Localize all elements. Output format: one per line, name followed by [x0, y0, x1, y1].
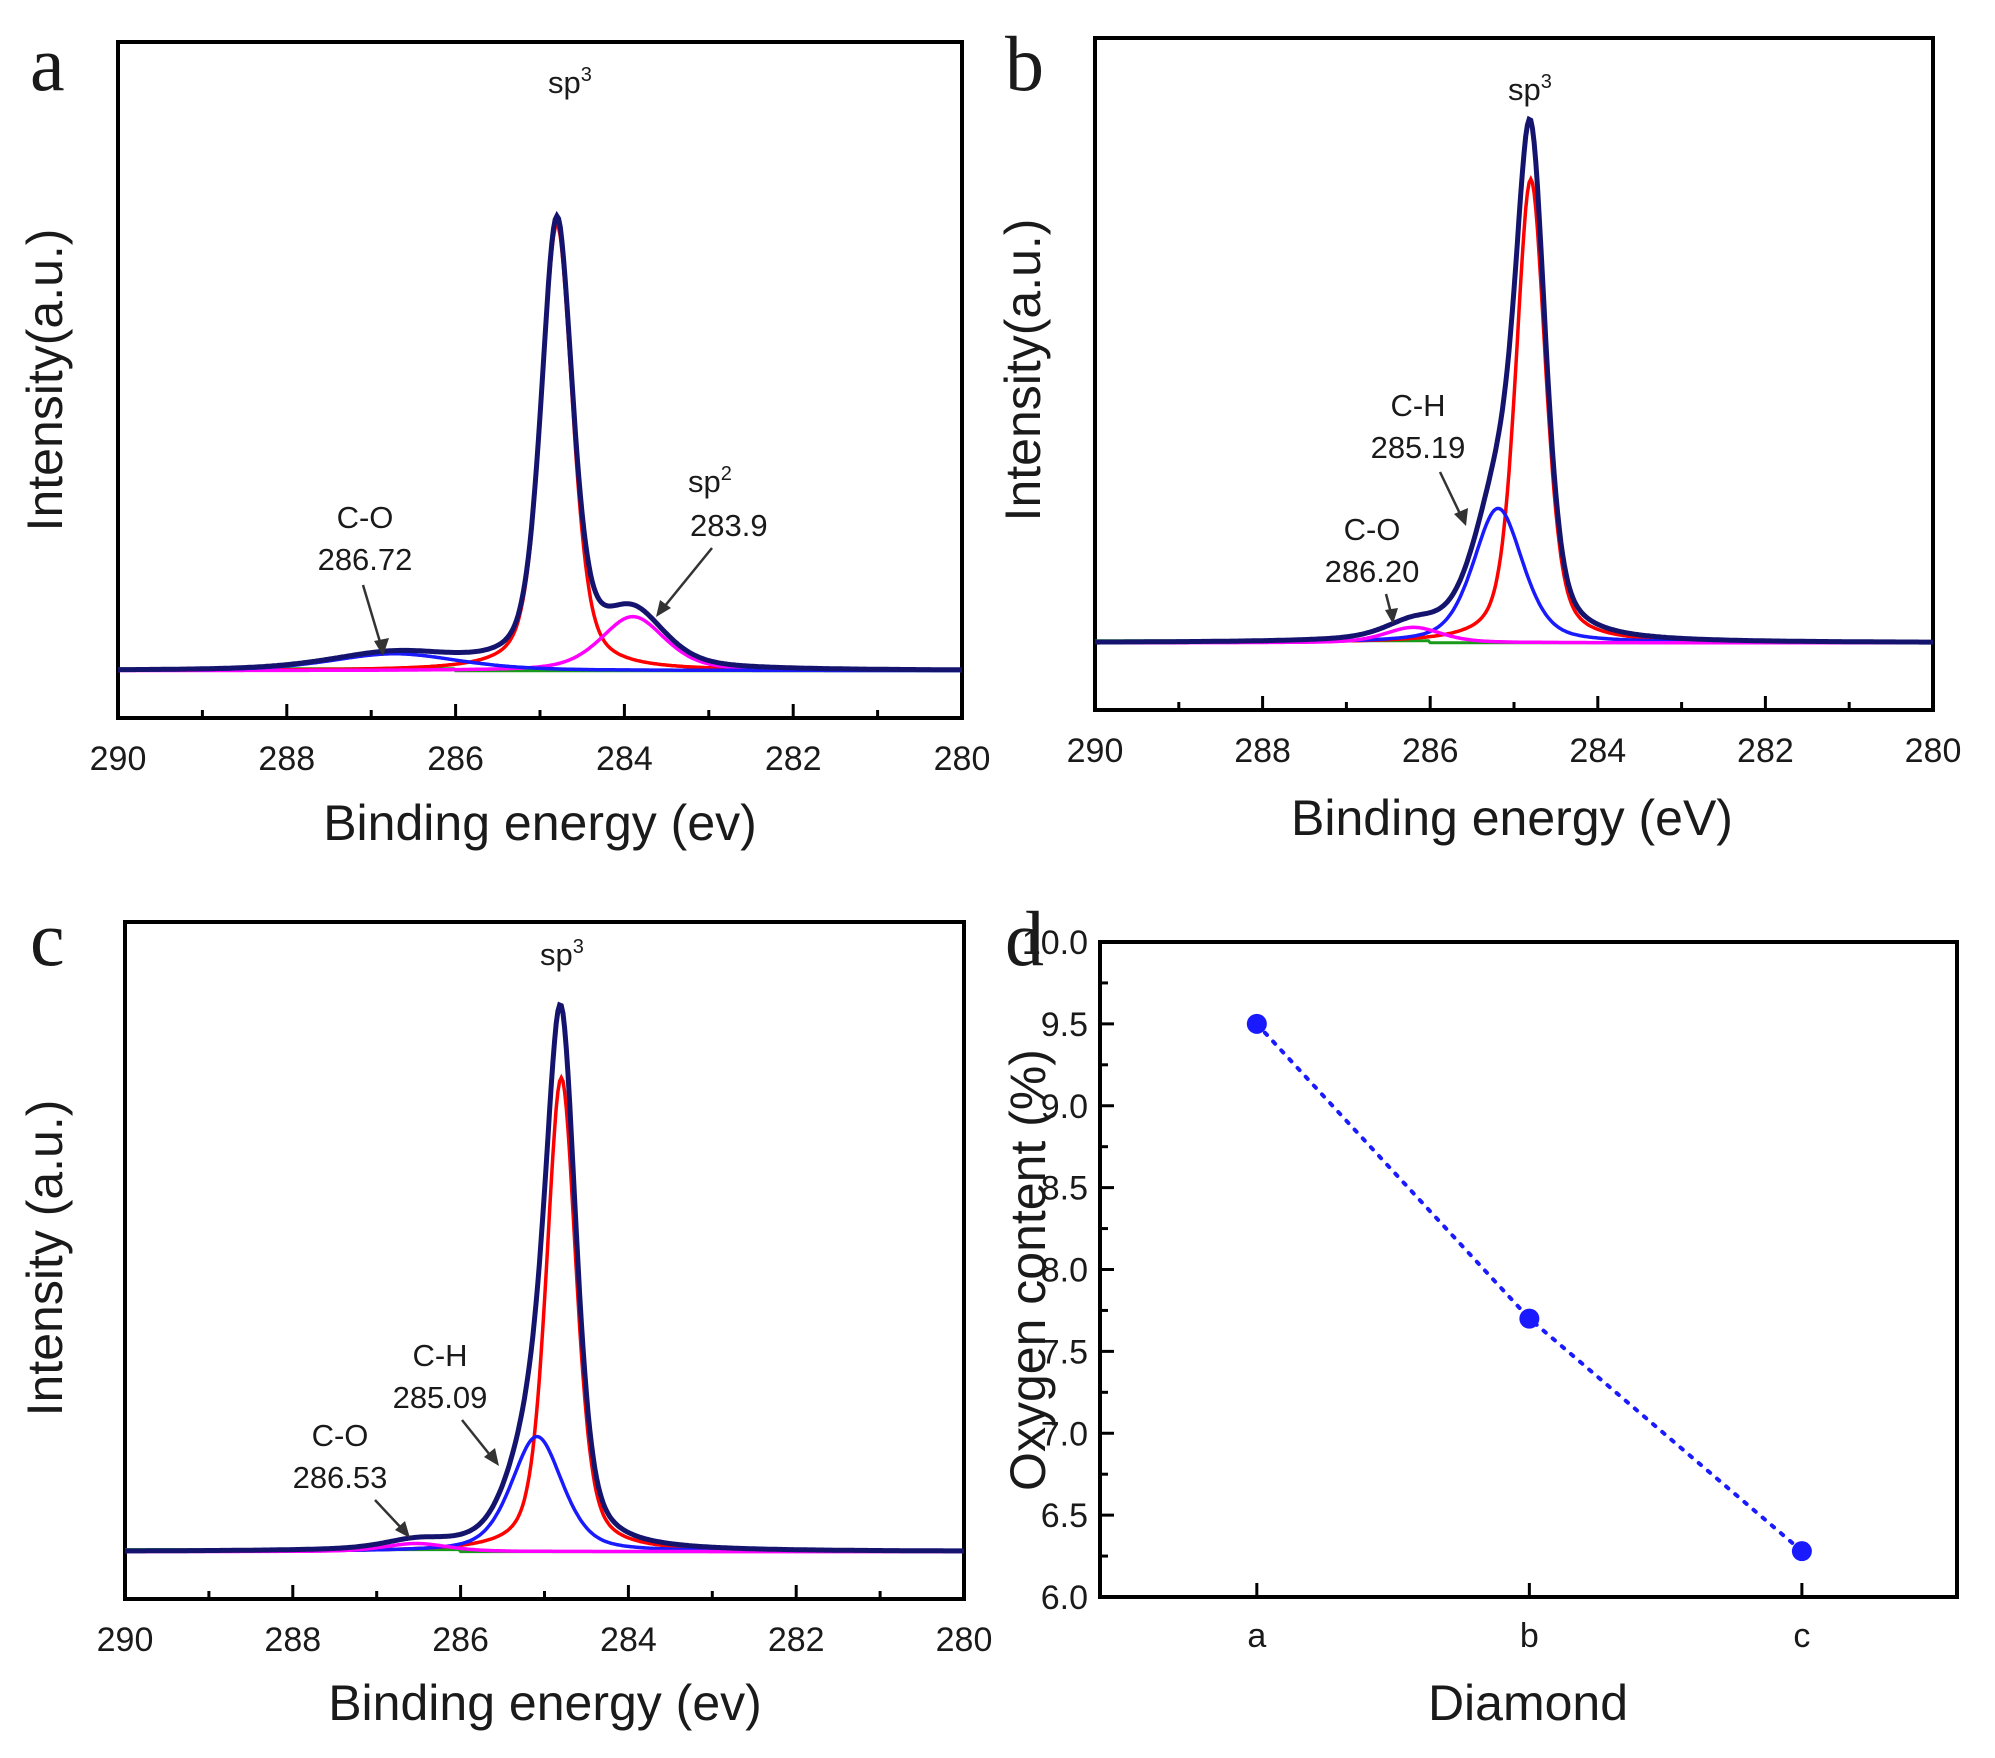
panel-c: c 290 288 286 284 282 280 Binding energy (ev)… [17, 895, 992, 1731]
panel-b-sp3-label: sp3 [1508, 71, 1552, 107]
panel-d-x-ticks: a b c [1247, 1583, 1810, 1655]
panel-c-ch-arrowhead [484, 1448, 499, 1466]
panel-c-x-tick-label: 290 [97, 1621, 154, 1659]
panel-a-x-axis-title: Binding energy (ev) [323, 795, 757, 851]
panel-d-y-ticks: 6.0 6.5 7.0 7.5 8.0 8.5 9.0 9.5 10.0 [1022, 924, 1114, 1617]
panel-a-x-tick-label: 286 [427, 740, 484, 778]
panel-a-x-tick-label: 282 [765, 740, 822, 778]
panel-b-x-tick-label: 282 [1737, 732, 1794, 770]
panel-c-co-label: C-O [312, 1418, 369, 1453]
panel-d-y-tick-label: 9.0 [1041, 1088, 1088, 1126]
panel-c-envelope [125, 1001, 964, 1554]
panel-d-x-axis-title: Diamond [1428, 1675, 1628, 1731]
panel-a-x-tick-label: 288 [258, 740, 315, 778]
panel-b-co-arrowhead [1385, 608, 1398, 624]
panel-c-x-tick-label: 282 [768, 1621, 825, 1659]
panel-c-plot-frame [123, 920, 966, 1601]
panel-b-x-tick-label: 284 [1569, 732, 1626, 770]
panel-d-point-c [1791, 1541, 1812, 1562]
panel-c-component-ch [125, 1434, 964, 1554]
panel-a-co-arrowhead [374, 638, 389, 656]
panel-d-point-b [1519, 1308, 1540, 1329]
panel-c-component-sp3 [125, 1073, 964, 1554]
panel-b-component-sp3 [1095, 174, 1933, 645]
panel-d-x-tick-label: c [1793, 1617, 1810, 1655]
panel-b-x-axis-title: Binding energy (eV) [1291, 790, 1733, 846]
panel-a-y-axis-title: Intensity(a.u.) [17, 229, 73, 532]
panel-d-point-a [1246, 1013, 1267, 1034]
panel-d-y-tick-label: 7.0 [1041, 1415, 1088, 1453]
panel-a-sp2-value: 283.9 [690, 508, 768, 543]
panel-a-x-tick-label: 290 [90, 740, 147, 778]
panel-b-x-tick-label: 290 [1067, 732, 1124, 770]
panel-c-x-tick-label: 286 [432, 1621, 489, 1659]
panel-b: b 290 288 286 284 282 280 Binding energy (eV)… [995, 20, 1961, 846]
panel-a-curves [117, 210, 962, 673]
panel-a-sp2-label: sp2 [688, 463, 732, 499]
panel-a-sp2-arrowhead [656, 600, 671, 617]
panel-b-y-axis-title: Intensity(a.u.) [995, 219, 1051, 522]
panel-d-y-tick-label: 6.5 [1041, 1497, 1088, 1535]
panel-a-component-sp2 [118, 614, 962, 673]
panel-d-x-tick-label: a [1247, 1617, 1266, 1655]
panel-d-series [1246, 1013, 1812, 1562]
panel-d-letter: d [1005, 895, 1044, 982]
panel-a-envelope [117, 210, 962, 673]
panel-c-x-tick-label: 288 [264, 1621, 321, 1659]
panel-a-co-label: C-O [337, 500, 394, 535]
panel-c-x-ticks: 290 288 286 284 282 280 [97, 1585, 993, 1659]
panel-d-y-tick-label: 10.0 [1022, 924, 1088, 962]
panel-b-x-tick-label: 288 [1234, 732, 1291, 770]
panel-b-x-tick-label: 286 [1402, 732, 1459, 770]
panel-d-y-axis-title: Oxygen content (%) [1000, 1049, 1056, 1491]
panel-a: a 290 288 286 284 282 280 Binding energy (ev)… [17, 20, 990, 851]
panel-c-y-axis-title: Intensity (a.u.) [17, 1100, 73, 1417]
panel-c-x-tick-label: 280 [936, 1621, 993, 1659]
panel-c-ch-label: C-H [412, 1338, 467, 1373]
panel-b-letter: b [1005, 20, 1044, 107]
panel-b-ch-arrowhead [1454, 508, 1468, 526]
panel-b-co-label: C-O [1344, 512, 1401, 547]
panel-c-co-arrowhead [395, 1521, 410, 1538]
panel-b-ch-value: 285.19 [1371, 430, 1466, 465]
panel-a-co-value: 286.72 [318, 542, 413, 577]
panel-b-envelope [1095, 115, 1933, 645]
panel-b-ch-label: C-H [1390, 388, 1445, 423]
panel-b-co-value: 286.20 [1325, 554, 1420, 589]
panel-d-y-tick-label: 8.5 [1041, 1170, 1088, 1208]
panel-b-curves [1095, 115, 1933, 645]
panel-c-x-tick-label: 284 [600, 1621, 657, 1659]
panel-a-sp2-arrow [659, 547, 713, 613]
panel-a-x-ticks: 290 288 286 284 282 280 [90, 704, 991, 778]
panel-a-x-tick-label: 284 [596, 740, 653, 778]
panel-b-x-ticks: 290 288 286 284 282 280 [1067, 696, 1962, 770]
panel-d-y-tick-label: 7.5 [1041, 1333, 1088, 1371]
panel-c-sp3-label: sp3 [540, 936, 584, 972]
panel-b-component-ch [1095, 506, 1933, 645]
panel-d-y-tick-label: 8.0 [1041, 1252, 1088, 1290]
panel-d-y-tick-label: 6.0 [1041, 1579, 1088, 1617]
panel-a-x-tick-label: 280 [934, 740, 991, 778]
panel-c-ch-value: 285.09 [393, 1380, 488, 1415]
panel-c-x-axis-title: Binding energy (ev) [328, 1675, 762, 1731]
panel-c-letter: c [30, 895, 65, 982]
panel-c-co-value: 286.53 [293, 1460, 388, 1495]
panel-d-plot-frame [1098, 940, 1959, 1599]
panel-d-y-tick-label: 9.5 [1041, 1006, 1088, 1044]
panel-d-x-tick-label: b [1520, 1617, 1539, 1655]
panel-d: d 6.0 6.5 7.0 7.5 8.0 8.5 9.0 9.5 10.0 a b c Diamo… [1000, 895, 1959, 1731]
panel-c-curves [125, 1001, 964, 1554]
panel-b-x-tick-label: 280 [1905, 732, 1962, 770]
panel-d-trend-line [1254, 1021, 1804, 1554]
panel-a-sp3-label: sp3 [548, 64, 592, 100]
panel-a-letter: a [30, 20, 65, 107]
